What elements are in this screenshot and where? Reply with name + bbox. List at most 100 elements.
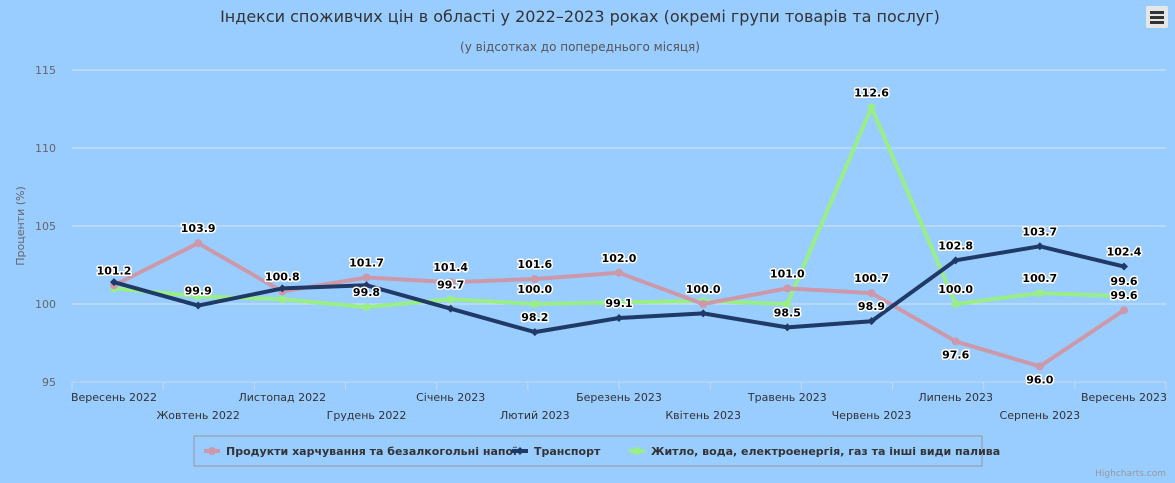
y-axis-title: Проценти (%) (14, 186, 27, 266)
data-label: 102.4 (1107, 246, 1142, 259)
chart-title: Індекси споживчих цін в області у 2022–2… (220, 7, 940, 26)
data-point-marker[interactable] (615, 268, 623, 277)
data-point-marker[interactable] (278, 284, 287, 293)
data-label: 112.6 (854, 86, 889, 99)
data-point-marker[interactable] (1035, 362, 1044, 371)
x-tick-label: Червень 2023 (832, 409, 912, 422)
x-tick-label: Травень 2023 (747, 391, 827, 404)
x-tick-label: Січень 2023 (416, 391, 485, 404)
data-point-marker[interactable] (1035, 289, 1044, 298)
data-point-marker[interactable] (951, 300, 960, 308)
x-tick-label: Квітень 2023 (665, 409, 741, 422)
data-point-marker[interactable] (615, 298, 623, 307)
legend: Продукти харчування та безалкогольні нап… (193, 435, 1000, 467)
x-tick-label: Вересень 2022 (71, 391, 157, 404)
data-point-marker[interactable] (867, 103, 876, 112)
data-label: 100.0 (517, 283, 552, 296)
data-point-marker[interactable] (699, 300, 708, 308)
y-tick-label: 105 (35, 220, 56, 233)
data-label: 99.7 (437, 278, 464, 291)
series-layer (110, 103, 1128, 371)
series-3[interactable] (110, 103, 1128, 312)
data-label: 100.0 (938, 283, 973, 296)
data-point-marker[interactable] (446, 304, 455, 313)
data-point-marker[interactable] (1120, 306, 1128, 315)
x-tick-label: Липень 2023 (918, 391, 993, 404)
data-point-marker[interactable] (446, 295, 455, 304)
data-label: 102.8 (938, 239, 973, 252)
data-point-marker[interactable] (783, 284, 792, 293)
chart-subtitle: (у відсотках до попереднього місяця) (460, 40, 700, 54)
data-label: 101.4 (433, 261, 468, 274)
data-label: 97.6 (942, 348, 969, 361)
credits-link[interactable]: Highcharts.com (1095, 469, 1166, 479)
legend-item-1[interactable]: Продукти харчування та безалкогольні нап… (204, 445, 517, 458)
data-label: 96.0 (1026, 373, 1053, 386)
legend-symbol-marker (208, 447, 216, 455)
legend-symbol-marker (516, 447, 524, 455)
data-point-marker[interactable] (951, 337, 960, 346)
y-tick-label: 100 (35, 298, 56, 311)
x-tick-label: Жовтень 2022 (156, 409, 239, 422)
data-label: 99.6 (1110, 275, 1137, 288)
data-point-marker[interactable] (615, 314, 623, 323)
legend-item-3[interactable]: Житло, вода, електроенергія, газ та інші… (629, 445, 1000, 458)
data-label: 101.0 (770, 267, 805, 280)
data-label-layer: 101.2 103.9 100.8 101.7 101.4 101.6 102.0 100.0… (95, 85, 1143, 388)
legend-label: Житло, вода, електроенергія, газ та інші… (651, 445, 1000, 458)
data-label: 100.7 (854, 272, 889, 285)
data-point-marker[interactable] (951, 256, 960, 265)
x-tick-label: Грудень 2022 (327, 409, 407, 422)
x-tick-label: Серпень 2023 (1000, 409, 1081, 422)
y-tick-label: 110 (35, 142, 56, 155)
data-point-marker[interactable] (1120, 292, 1128, 301)
x-tick-label: Листопад 2022 (239, 391, 327, 404)
data-label: 99.6 (1110, 289, 1137, 302)
grid-layer (72, 69, 1166, 383)
data-point-marker[interactable] (530, 328, 539, 337)
x-tick-label: Лютий 2023 (500, 409, 570, 422)
data-point-marker[interactable] (110, 278, 118, 287)
data-point-marker[interactable] (194, 292, 203, 301)
data-label: 98.2 (521, 311, 548, 324)
menu-icon (1150, 16, 1164, 19)
data-label: 103.9 (181, 222, 216, 235)
legend-label: Продукти харчування та безалкогольні нап… (226, 445, 517, 458)
data-point-marker[interactable] (446, 278, 455, 287)
menu-icon (1150, 21, 1164, 24)
data-label: 98.5 (774, 306, 801, 319)
data-point-marker[interactable] (530, 275, 539, 284)
x-tick-label: Вересень 2023 (1081, 391, 1167, 404)
data-point-marker[interactable] (783, 323, 792, 332)
y-tick-label: 115 (35, 64, 56, 77)
data-point-marker[interactable] (194, 301, 203, 310)
data-point-marker[interactable] (362, 303, 371, 312)
data-point-marker[interactable] (194, 239, 203, 248)
data-point-marker[interactable] (867, 289, 876, 298)
data-point-marker[interactable] (278, 295, 287, 304)
data-point-marker[interactable] (362, 273, 371, 282)
data-label: 102.0 (602, 252, 637, 265)
data-label: 100.7 (1022, 272, 1057, 285)
data-label: 103.7 (1022, 225, 1057, 238)
data-label: 99.1 (605, 297, 632, 310)
data-label: 101.6 (517, 258, 552, 271)
data-point-marker[interactable] (867, 317, 876, 326)
data-point-marker[interactable] (530, 300, 539, 308)
data-point-marker[interactable] (699, 309, 708, 318)
data-point-marker[interactable] (1120, 262, 1128, 271)
context-menu-button[interactable] (1146, 6, 1168, 28)
data-label: 99.8 (353, 286, 380, 299)
series-2[interactable] (110, 242, 1128, 337)
data-label: 99.9 (185, 285, 212, 298)
data-label: 100.0 (686, 283, 721, 296)
data-point-marker[interactable] (362, 281, 371, 290)
data-label: 98.9 (858, 300, 885, 313)
y-tick-label: 95 (42, 376, 56, 389)
data-point-marker[interactable] (783, 300, 792, 308)
legend-item-2[interactable]: Транспорт (512, 445, 601, 458)
data-point-marker[interactable] (1035, 242, 1044, 251)
legend-symbol-marker (633, 447, 641, 455)
